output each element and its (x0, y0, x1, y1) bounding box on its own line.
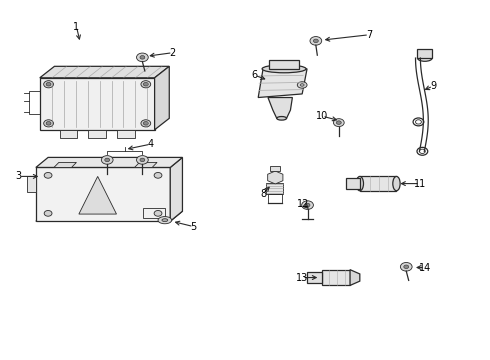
Polygon shape (155, 66, 169, 130)
Text: 12: 12 (297, 199, 310, 209)
Polygon shape (135, 162, 157, 167)
Polygon shape (268, 98, 293, 118)
Circle shape (137, 156, 148, 164)
Circle shape (46, 82, 51, 86)
Polygon shape (268, 171, 283, 184)
Circle shape (141, 81, 151, 88)
Polygon shape (36, 211, 182, 221)
Polygon shape (322, 270, 350, 285)
Ellipse shape (162, 219, 168, 222)
Polygon shape (79, 176, 117, 214)
Polygon shape (36, 157, 182, 167)
Circle shape (105, 158, 110, 162)
Polygon shape (270, 166, 280, 171)
Circle shape (305, 203, 310, 207)
Ellipse shape (417, 55, 432, 61)
Ellipse shape (393, 176, 400, 191)
Circle shape (101, 156, 113, 164)
Circle shape (140, 55, 145, 59)
Circle shape (154, 211, 162, 216)
Circle shape (144, 122, 148, 125)
Circle shape (400, 262, 412, 271)
Circle shape (154, 172, 162, 178)
Text: 11: 11 (414, 179, 426, 189)
Text: 9: 9 (430, 81, 436, 91)
Polygon shape (350, 270, 360, 285)
Polygon shape (88, 130, 106, 138)
Text: 5: 5 (191, 222, 197, 231)
Polygon shape (40, 66, 169, 78)
Polygon shape (27, 176, 36, 192)
Polygon shape (258, 69, 307, 98)
Ellipse shape (300, 84, 304, 86)
Ellipse shape (356, 176, 364, 191)
Text: 6: 6 (252, 70, 258, 80)
Circle shape (137, 53, 148, 62)
Circle shape (141, 120, 151, 127)
Text: 13: 13 (296, 273, 308, 283)
Polygon shape (346, 178, 360, 189)
Circle shape (44, 120, 53, 127)
Text: 3: 3 (16, 171, 22, 181)
Text: 7: 7 (366, 30, 372, 40)
Polygon shape (40, 78, 155, 130)
Text: 8: 8 (260, 189, 266, 199)
Polygon shape (307, 272, 322, 283)
Text: 1: 1 (74, 22, 79, 32)
Text: 2: 2 (170, 48, 176, 58)
Polygon shape (270, 60, 299, 69)
Polygon shape (267, 183, 283, 194)
Circle shape (314, 39, 318, 42)
Circle shape (46, 122, 51, 125)
Polygon shape (417, 49, 432, 58)
Text: 14: 14 (418, 262, 431, 273)
Polygon shape (54, 162, 76, 167)
Ellipse shape (158, 217, 172, 224)
Ellipse shape (297, 82, 307, 88)
Polygon shape (60, 130, 77, 138)
Text: 4: 4 (147, 139, 154, 149)
Circle shape (44, 81, 53, 88)
Circle shape (44, 172, 52, 178)
Polygon shape (170, 157, 182, 221)
Circle shape (44, 211, 52, 216)
Ellipse shape (262, 65, 306, 73)
Polygon shape (117, 130, 135, 138)
Circle shape (302, 201, 314, 210)
Circle shape (404, 265, 409, 269)
Circle shape (140, 158, 145, 162)
Circle shape (310, 37, 322, 45)
Polygon shape (36, 167, 170, 221)
Circle shape (144, 82, 148, 86)
Ellipse shape (277, 117, 287, 120)
Circle shape (336, 121, 341, 125)
Circle shape (333, 119, 344, 127)
Text: 10: 10 (316, 111, 328, 121)
Polygon shape (360, 176, 396, 191)
